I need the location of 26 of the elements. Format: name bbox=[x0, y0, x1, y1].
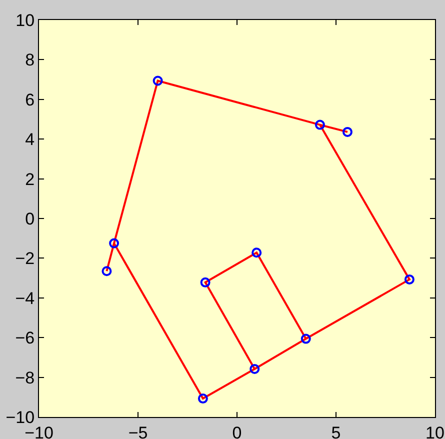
y-tick-label: 8 bbox=[25, 50, 35, 70]
point bbox=[152, 76, 163, 86]
point bbox=[300, 334, 311, 344]
x-tick-label: 0 bbox=[232, 423, 242, 439]
x-tick-label: −5 bbox=[128, 423, 148, 439]
y-tick-label: −8 bbox=[15, 368, 35, 388]
y-tick-label: 0 bbox=[25, 209, 35, 228]
point bbox=[404, 274, 414, 284]
y-tick-label: −2 bbox=[15, 249, 35, 268]
y-tick-label: 6 bbox=[25, 90, 35, 110]
point bbox=[314, 120, 325, 130]
y-tick-label: −4 bbox=[15, 288, 35, 308]
point bbox=[102, 266, 112, 276]
x-tick-label: 5 bbox=[331, 423, 341, 439]
point bbox=[252, 248, 262, 258]
y-tick-label: −10 bbox=[6, 408, 35, 427]
y-tick-label: 2 bbox=[25, 170, 35, 189]
y-tick-label: 10 bbox=[16, 10, 35, 30]
point bbox=[250, 364, 260, 374]
point bbox=[200, 277, 210, 288]
x-tick-label: 10 bbox=[426, 423, 444, 439]
point bbox=[109, 238, 120, 248]
point bbox=[198, 394, 208, 404]
y-tick-label: 4 bbox=[25, 130, 35, 150]
y-tick-label: −6 bbox=[15, 328, 35, 348]
point bbox=[342, 126, 352, 137]
